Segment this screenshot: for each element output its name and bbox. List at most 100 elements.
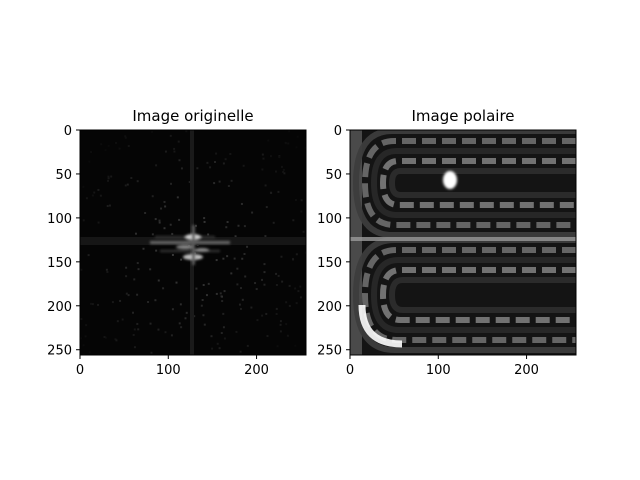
left-speckle-dot	[85, 324, 88, 327]
left-speckle-dot	[282, 171, 285, 174]
left-speckle-dot	[264, 235, 267, 238]
left-speckle-dot	[211, 347, 214, 350]
polar-arc	[388, 277, 576, 313]
left-y-tick-label: 250	[47, 344, 72, 359]
left-speckle-dot	[90, 302, 93, 305]
left-speckle-dot	[267, 139, 270, 142]
left-speckle-dot	[97, 303, 100, 306]
left-speckle-dot	[304, 138, 306, 141]
left-speckle-dot	[262, 157, 265, 160]
left-speckle-dot	[218, 347, 221, 350]
left-speckle-dot	[263, 271, 266, 274]
left-speckle-dot	[178, 159, 181, 162]
left-speckle-dot	[171, 308, 174, 311]
left-speckle-dot	[221, 295, 224, 298]
right-center-band	[350, 237, 576, 241]
left-speckle-dot	[84, 335, 87, 338]
left-speckle-dot	[157, 328, 160, 331]
left-speckle-dot	[241, 257, 244, 260]
left-speckle-dot	[99, 194, 102, 197]
left-speckle-dot	[149, 322, 152, 325]
left-speckle-dot	[179, 303, 182, 306]
left-speckle-dot	[236, 267, 239, 270]
right-title: Image polaire	[411, 107, 514, 125]
left-speckle-dot	[300, 210, 303, 213]
left-speckle-dot	[265, 206, 268, 209]
left-speckle-dot	[119, 299, 122, 302]
right-y-axis: 0 50 100 150 200 250	[317, 124, 350, 359]
left-speckle-dot	[275, 272, 278, 275]
left-speckle-dot	[124, 136, 127, 139]
right-x-tick-label: 200	[514, 363, 539, 378]
right-x-tick-label: 100	[426, 363, 451, 378]
left-speckle-dot	[230, 272, 233, 275]
polar-arc	[370, 257, 576, 333]
left-speckle-dot	[213, 182, 216, 185]
left-speckle-dot	[104, 149, 107, 152]
polar-arc	[379, 158, 576, 208]
left-speckle-dot	[136, 262, 139, 265]
polar-arc	[370, 148, 576, 218]
left-speckle-dot	[207, 282, 210, 285]
left-speckle-dot	[97, 188, 100, 191]
left-y-tick-label: 50	[55, 168, 72, 183]
left-x-tick-label: 200	[244, 363, 269, 378]
left-speckle-dot	[295, 146, 298, 149]
left-speckle-dot	[144, 212, 147, 215]
left-speckle-dot	[292, 219, 295, 222]
left-speckle-dot	[180, 326, 183, 329]
right-x-tick-label: 0	[346, 363, 354, 378]
left-speckle-dot	[288, 304, 291, 307]
left-speckle-dot	[285, 323, 288, 326]
left-speckle-dot	[132, 311, 135, 314]
left-speckle-dot	[177, 140, 180, 143]
left-speckle-dot	[125, 275, 128, 278]
left-speckle-dot	[137, 268, 140, 271]
left-speckle-dot	[184, 317, 187, 320]
left-speckle-dot	[225, 226, 228, 229]
left-speckle-dot	[302, 230, 305, 233]
left-speckle-dot	[203, 217, 206, 220]
left-speckle-dot	[237, 224, 240, 227]
left-speckle-dot	[220, 332, 223, 335]
left-speckle-dot	[91, 194, 94, 197]
left-speckle-dot	[206, 161, 209, 164]
left-speckle-dot	[292, 258, 295, 261]
left-speckle-dot	[91, 303, 94, 306]
left-speckle-dot	[286, 334, 289, 337]
left-speckle-dot	[239, 307, 242, 310]
left-speckle-dot	[136, 180, 139, 183]
left-axes-frame	[79, 129, 307, 356]
left-speckle-dot	[265, 312, 268, 315]
left-speckle-dot	[239, 287, 242, 290]
left-speckle-dot	[147, 300, 150, 303]
left-speckle-dot	[300, 199, 303, 202]
left-speckle-dot	[121, 318, 124, 321]
left-speckle-dot	[90, 151, 93, 154]
left-speckle-dot	[114, 338, 117, 341]
left-speckle-dot	[288, 130, 291, 133]
left-speckle-dot	[108, 204, 111, 207]
left-speckle-dot	[287, 142, 290, 145]
left-speckle-dot	[223, 290, 226, 293]
left-speckle-dot	[226, 221, 229, 224]
left-y-tick-label: 100	[47, 212, 72, 227]
left-speckle-dot	[88, 351, 91, 354]
left-speckle-dot	[261, 153, 264, 156]
left-speckle-dot	[201, 298, 204, 301]
left-speckle-dot	[241, 298, 244, 301]
left-speckle-dot	[230, 179, 233, 182]
left-speckle-dot	[125, 292, 128, 295]
left-speckle-dot	[203, 323, 206, 326]
left-speckle-dot	[215, 259, 218, 262]
left-speckle-dot	[275, 313, 278, 316]
left-speckle-dot	[297, 290, 300, 293]
left-speckle-dot	[278, 156, 281, 159]
left-speckle-dot	[127, 294, 130, 297]
left-speckle-dot	[151, 195, 154, 198]
left-speckle-dot	[178, 322, 181, 325]
right-y-tick-label: 0	[334, 124, 342, 139]
right-y-tick-label: 50	[325, 168, 342, 183]
left-speckle-dot	[162, 287, 165, 290]
